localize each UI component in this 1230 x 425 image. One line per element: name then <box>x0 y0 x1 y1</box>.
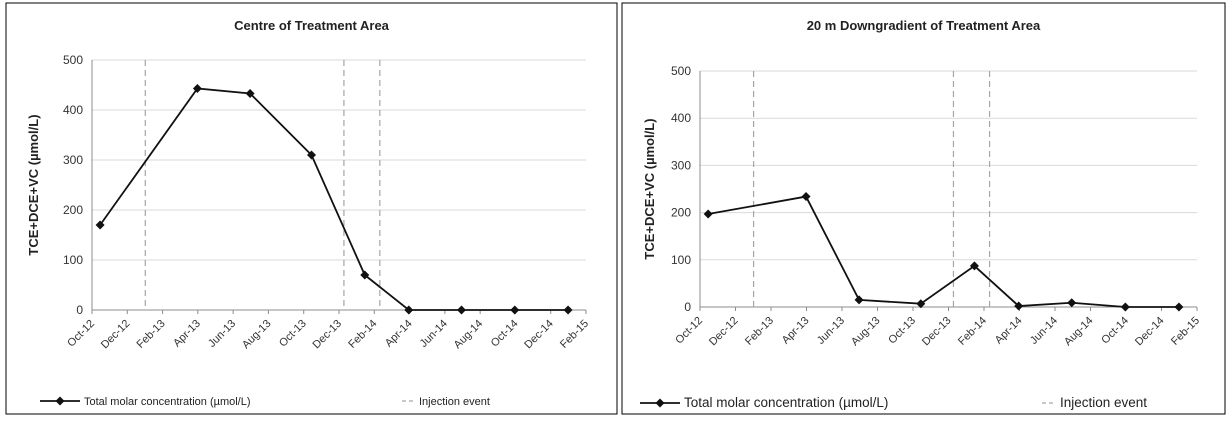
y-tick-label: 100 <box>671 253 691 267</box>
y-tick-label: 500 <box>671 64 691 78</box>
legend-injection-label: Injection event <box>1060 395 1147 410</box>
chart-title: Centre of Treatment Area <box>234 18 390 33</box>
data-point-marker <box>854 295 864 305</box>
panel-border <box>621 2 1226 415</box>
y-tick-label: 400 <box>671 111 691 125</box>
y-tick-label: 0 <box>684 300 691 314</box>
y-tick-label: 200 <box>671 206 691 220</box>
y-axis-label: TCE+DCE+VC (µmol/L) <box>26 114 41 255</box>
data-point-marker <box>1120 302 1130 312</box>
data-point-marker <box>510 305 520 315</box>
data-point-marker <box>245 89 255 98</box>
data-point-marker <box>1014 301 1024 311</box>
panel-border <box>5 2 618 415</box>
legend-series-label: Total molar concentration (µmol/L) <box>684 395 888 410</box>
y-tick-label: 100 <box>63 253 83 267</box>
data-point-marker <box>1174 302 1184 312</box>
data-point-marker <box>360 270 370 280</box>
y-tick-label: 500 <box>63 53 83 67</box>
chart-title: 20 m Downgradient of Treatment Area <box>807 18 1041 33</box>
legend-series-marker <box>55 396 65 406</box>
data-point-marker <box>95 220 105 230</box>
data-point-marker <box>916 299 926 309</box>
legend-series-marker <box>655 398 665 408</box>
chart-panel-1: Centre of Treatment Area TCE+DCE+VC (µmol… <box>5 2 618 415</box>
y-tick-label: 200 <box>63 203 83 217</box>
y-tick-label: 300 <box>63 153 83 167</box>
data-point-marker <box>969 261 979 271</box>
y-axis-label: TCE+DCE+VC (µmol/L) <box>642 118 657 259</box>
data-point-marker <box>192 84 202 93</box>
data-point-marker <box>404 305 414 315</box>
legend: Total molar concentration (µmol/L) Inject… <box>40 396 490 408</box>
data-point-marker <box>456 305 466 315</box>
y-tick-label: 300 <box>671 158 691 172</box>
y-tick-label: 0 <box>76 303 83 317</box>
legend-injection-label: Injection event <box>419 396 490 408</box>
chart-panel-2: 20 m Downgradient of Treatment Area TCE+D… <box>621 2 1226 415</box>
data-point-marker <box>1067 298 1077 308</box>
data-point-marker <box>801 192 811 202</box>
legend: Total molar concentration (µmol/L) Inject… <box>640 395 1147 410</box>
y-tick-label: 400 <box>63 103 83 117</box>
legend-series-label: Total molar concentration (µmol/L) <box>84 396 251 408</box>
data-point-marker <box>563 305 573 315</box>
data-point-marker <box>703 209 713 219</box>
data-point-marker <box>306 150 316 160</box>
